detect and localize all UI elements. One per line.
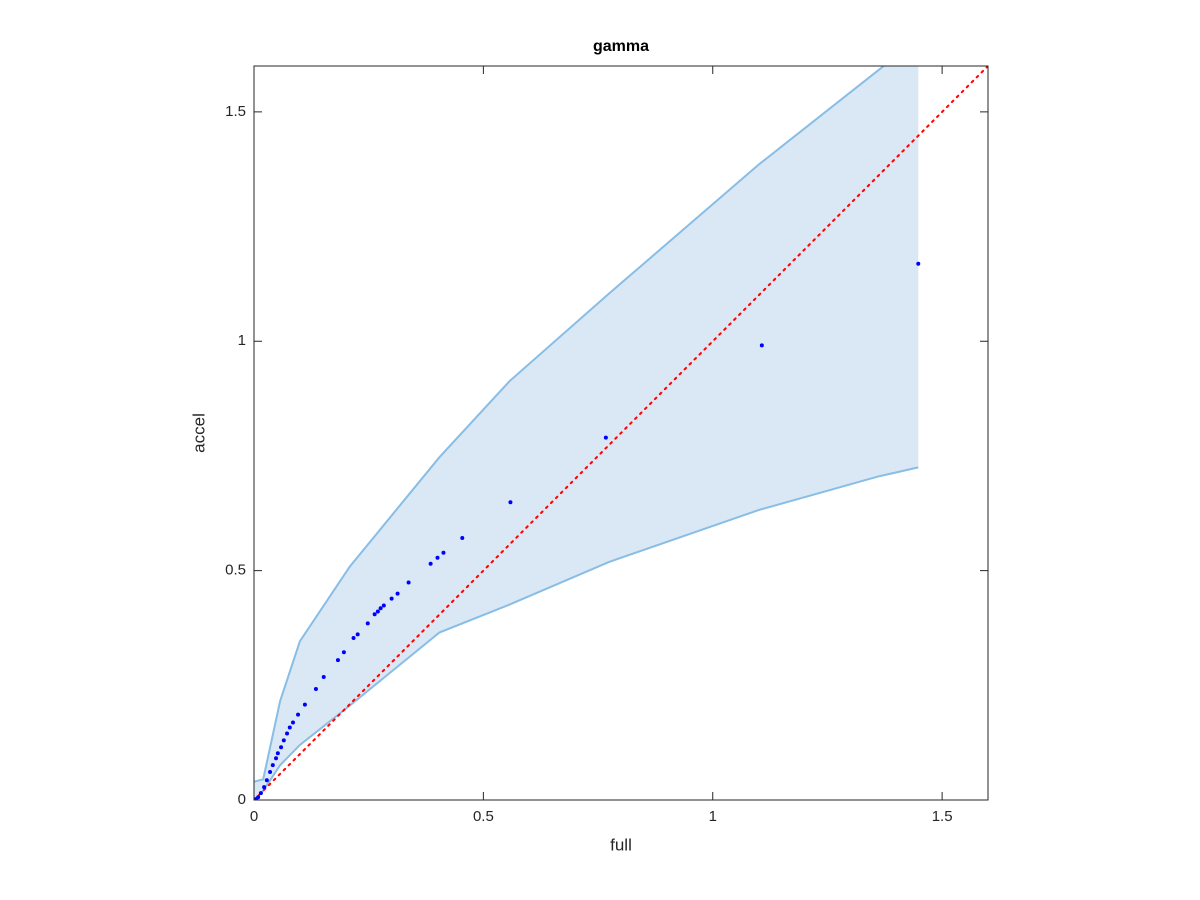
reference-line bbox=[254, 66, 988, 800]
point bbox=[395, 591, 400, 596]
point bbox=[275, 751, 280, 756]
band-lower-edge bbox=[254, 466, 919, 800]
point bbox=[321, 675, 326, 680]
x-axis-label: full bbox=[610, 835, 632, 854]
point bbox=[296, 712, 301, 717]
x-tick-label: 1 bbox=[709, 808, 717, 825]
point bbox=[341, 650, 346, 655]
point bbox=[254, 797, 257, 800]
y-tick-label: 1 bbox=[238, 332, 246, 349]
point bbox=[603, 435, 608, 440]
point bbox=[381, 603, 386, 608]
band-upper-edge bbox=[254, 66, 886, 783]
point bbox=[389, 596, 394, 601]
point bbox=[313, 686, 318, 691]
point bbox=[916, 261, 921, 266]
point bbox=[274, 756, 279, 761]
point bbox=[268, 770, 273, 775]
point bbox=[302, 702, 307, 707]
point bbox=[258, 791, 263, 796]
point bbox=[759, 343, 764, 348]
point bbox=[406, 580, 411, 585]
point bbox=[270, 763, 275, 768]
point bbox=[508, 500, 513, 505]
point bbox=[378, 606, 383, 611]
point bbox=[281, 738, 286, 743]
point bbox=[287, 725, 292, 730]
point bbox=[355, 632, 360, 637]
point bbox=[279, 745, 284, 750]
point bbox=[441, 550, 446, 555]
point bbox=[375, 609, 380, 614]
x-tick-label: 0 bbox=[250, 808, 258, 825]
point bbox=[262, 785, 267, 790]
y-tick-label: 1.5 bbox=[225, 103, 246, 120]
y-tick-label: 0 bbox=[238, 791, 246, 808]
point bbox=[351, 636, 356, 641]
point bbox=[285, 731, 290, 736]
point bbox=[428, 561, 433, 566]
point bbox=[372, 612, 377, 617]
point bbox=[460, 536, 465, 541]
x-tick-label: 1.5 bbox=[932, 808, 953, 825]
point bbox=[335, 658, 340, 663]
y-tick-label: 0.5 bbox=[225, 562, 246, 579]
axes-box bbox=[253, 65, 989, 801]
x-tick-label: 0.5 bbox=[473, 808, 494, 825]
y-axis-label: accel bbox=[189, 413, 208, 453]
plot-area bbox=[254, 66, 988, 800]
confidence-band bbox=[254, 66, 919, 800]
point bbox=[290, 720, 295, 725]
point bbox=[435, 555, 440, 560]
chart-title: gamma bbox=[593, 38, 649, 55]
point bbox=[365, 621, 370, 626]
point bbox=[264, 778, 269, 783]
